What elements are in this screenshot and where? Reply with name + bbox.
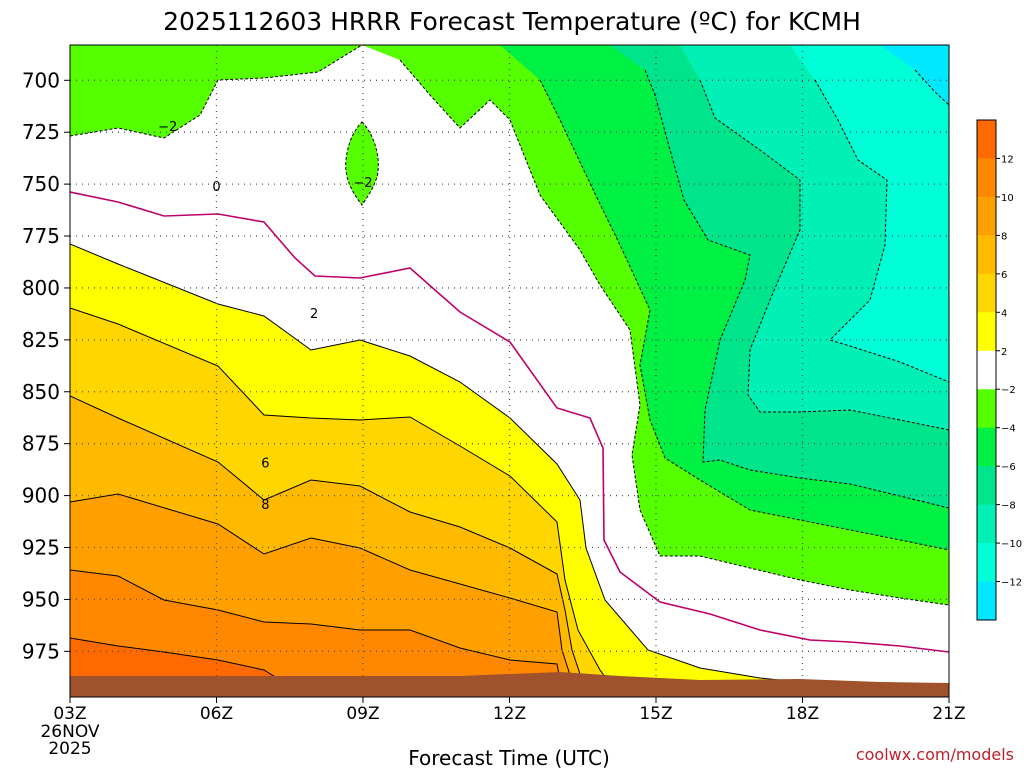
chart-title: 2025112603 HRRR Forecast Temperature (ºC… bbox=[163, 7, 861, 36]
x-date-label: 26NOV bbox=[40, 722, 99, 742]
y-tick-label: 850 bbox=[22, 380, 60, 404]
band-cold-10-minus bbox=[790, 45, 949, 382]
colorbar-swatch bbox=[977, 504, 996, 544]
zero-isotherm bbox=[70, 191, 949, 653]
colorbar-tick-label: 4 bbox=[1001, 308, 1007, 319]
x-axis-label: Forecast Time (UTC) bbox=[408, 746, 610, 768]
x-tick-label: 09Z bbox=[346, 704, 379, 724]
colorbar-tick-label: 8 bbox=[1001, 231, 1007, 242]
x-tick-label: 15Z bbox=[639, 704, 672, 724]
colorbar-tick-label: 6 bbox=[1001, 270, 1007, 281]
x-tick-label: 21Z bbox=[932, 704, 965, 724]
contour-label: −2 bbox=[158, 120, 177, 135]
contour-label: 0 bbox=[212, 180, 220, 195]
colorbar-tick-label: −4 bbox=[1001, 424, 1016, 435]
band-cold-12-minus bbox=[880, 45, 949, 105]
colorbar-tick-label: −6 bbox=[1001, 462, 1016, 473]
colorbar-swatch bbox=[977, 466, 996, 506]
colorbar-swatch bbox=[977, 196, 996, 236]
contour-label: −2 bbox=[353, 176, 372, 191]
y-tick-label: 900 bbox=[22, 484, 60, 508]
y-tick-label: 950 bbox=[22, 587, 60, 611]
colorbar-swatch bbox=[977, 120, 996, 159]
y-tick-label: 875 bbox=[22, 432, 60, 456]
colorbar: 12 10 8 6 4 2 −2 −4 −6 −8 −10 −12 bbox=[976, 119, 1022, 621]
colorbar-swatch bbox=[977, 350, 996, 390]
x-tick-label: 06Z bbox=[200, 704, 233, 724]
colorbar-swatch bbox=[977, 235, 996, 275]
gridlines bbox=[70, 45, 949, 697]
colorbar-frame bbox=[976, 119, 997, 621]
x-tick-label: 12Z bbox=[493, 704, 526, 724]
ground-surface bbox=[70, 672, 949, 697]
y-tick-label: 775 bbox=[22, 224, 60, 248]
x-tick-label: 18Z bbox=[786, 704, 819, 724]
colorbar-swatch bbox=[977, 389, 996, 429]
y-tick-label: 975 bbox=[22, 639, 60, 663]
colorbar-tick-label: −2 bbox=[1001, 385, 1016, 396]
colorbar-tick-label: 2 bbox=[1001, 347, 1007, 358]
colorbar-tick-label: 12 bbox=[1001, 154, 1014, 165]
x-tick-label: 03Z bbox=[53, 704, 86, 724]
colorbar-tick-label: −10 bbox=[1001, 539, 1022, 550]
cold-isotherms bbox=[70, 45, 949, 606]
y-tick-label: 750 bbox=[22, 172, 60, 196]
y-tick-label: 825 bbox=[22, 328, 60, 352]
contour-labels: −2 −2 0 2 6 8 bbox=[158, 120, 373, 513]
contour-label: 6 bbox=[261, 456, 269, 471]
y-tick-label: 800 bbox=[22, 276, 60, 300]
colorbar-swatch bbox=[977, 158, 996, 198]
colorbar-swatch bbox=[977, 543, 996, 583]
colorbar-swatch bbox=[977, 581, 996, 621]
y-tick-label: 700 bbox=[22, 68, 60, 92]
credit-text: coolwx.com/models bbox=[856, 745, 1014, 764]
contour-label: 8 bbox=[261, 498, 269, 513]
colorbar-tick-label: −12 bbox=[1001, 578, 1022, 589]
colorbar-tick-label: 10 bbox=[1001, 193, 1014, 204]
colorbar-swatch bbox=[977, 312, 996, 352]
contour-label: 2 bbox=[310, 307, 318, 322]
colorbar-swatch bbox=[977, 273, 996, 313]
x-date-label: 2025 bbox=[48, 739, 91, 759]
colorbar-tick-label: −8 bbox=[1001, 501, 1016, 512]
y-tick-label: 725 bbox=[22, 120, 60, 144]
colorbar-swatch bbox=[977, 427, 996, 467]
y-axis: 700 725 750 775 800 825 850 875 900 925 950 975 bbox=[22, 68, 70, 663]
y-tick-label: 925 bbox=[22, 535, 60, 559]
warm-isotherms bbox=[70, 243, 801, 691]
